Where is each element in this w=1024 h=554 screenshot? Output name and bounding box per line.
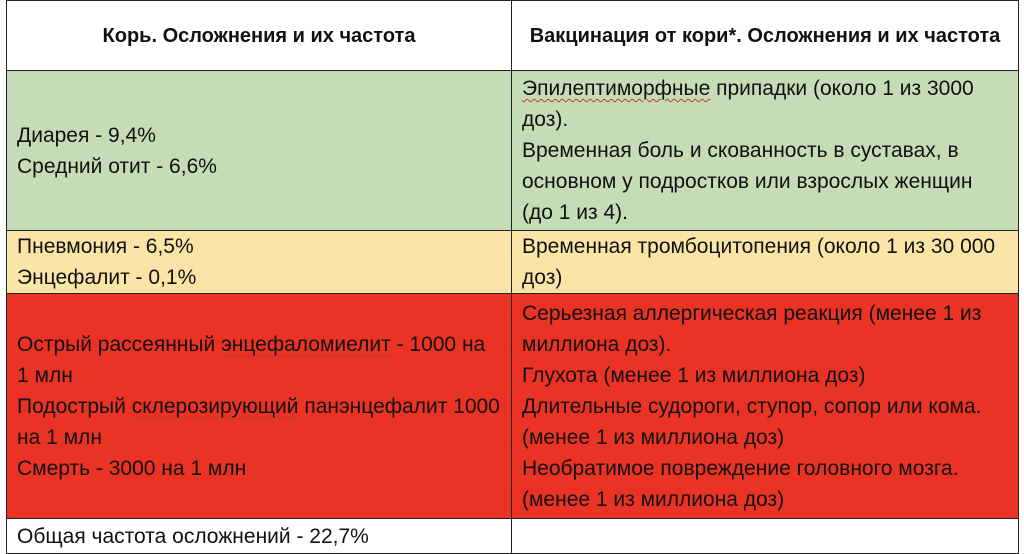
vaccine-cell-mild: Эпилептиморфные припадки (около 1 из 300… (511, 70, 1019, 231)
measles-item: Средний отит - 6,6% (17, 154, 217, 178)
measles-item-text: панэнцефалит 1000 на 1 млн (17, 394, 500, 449)
measles-item: Острый рассеянный энцефаломиелит - 1000 … (17, 329, 501, 391)
measles-item-text: - 1000 на 1 млн (17, 332, 486, 387)
table-row-total: Общая частота осложнений - 22,7% (6, 518, 1019, 554)
vaccine-item: Глухота (менее 1 из миллиона доз) (522, 363, 866, 387)
vaccine-item: Временная боль и скованность в суставах,… (522, 139, 973, 224)
measles-item-text: Подострый (17, 394, 132, 418)
vaccine-column-header: Вакцинация от кори*. Осложнения и их час… (511, 0, 1019, 71)
table-row-moderate: Пневмония - 6,5% Энцефалит - 0,1% Времен… (6, 230, 1019, 294)
misspelled-word: Эпилептиморфные (522, 77, 711, 100)
misspelled-word: энцефаломиелит (221, 332, 391, 356)
table-row-severe: Острый рассеянный энцефаломиелит - 1000 … (6, 293, 1019, 519)
vaccine-item-text: припадки (около 1 из 3000 доз). (522, 77, 974, 131)
measles-item: Диарея - 9,4% (17, 123, 156, 147)
measles-item: Энцефалит - 0,1% (17, 266, 197, 289)
measles-item: Пневмония - 6,5% (17, 235, 194, 258)
vaccine-item: Длительные судороги, ступор, сопор или к… (522, 394, 982, 449)
header-row: Корь. Осложнения и их частота Вакцинация… (6, 0, 1019, 71)
vaccine-item: Серьезная аллергическая реакция (менее 1… (522, 301, 982, 356)
measles-cell-mild: Диарея - 9,4% Средний отит - 6,6% (6, 70, 512, 231)
measles-cell-severe: Острый рассеянный энцефаломиелит - 1000 … (6, 293, 512, 519)
measles-item-text: Острый рассеянный (17, 332, 222, 356)
measles-item: Подострый склерозирующий панэнцефалит 10… (17, 391, 501, 453)
measles-item: Смерть - 3000 на 1 млн (17, 456, 247, 480)
vaccine-total-cell (511, 518, 1019, 554)
vaccine-item: Необратимое повреждение головного мозга.… (522, 456, 959, 511)
misspelled-word: склерозирующий (131, 394, 299, 418)
vaccine-item: Временная тромбоцитопения (около 1 из 30… (522, 235, 996, 289)
vaccine-cell-moderate: Временная тромбоцитопения (около 1 из 30… (511, 230, 1019, 294)
vaccine-item: Эпилептиморфные припадки (около 1 из 300… (522, 73, 1008, 135)
measles-cell-moderate: Пневмония - 6,5% Энцефалит - 0,1% (6, 230, 512, 294)
vaccine-cell-severe: Серьезная аллергическая реакция (менее 1… (511, 293, 1019, 519)
complications-table: Корь. Осложнения и их частота Вакцинация… (6, 0, 1019, 554)
measles-column-header: Корь. Осложнения и их частота (6, 0, 512, 71)
measles-total-cell: Общая частота осложнений - 22,7% (6, 518, 512, 554)
table-row-mild: Диарея - 9,4% Средний отит - 6,6% Эпилеп… (6, 70, 1019, 231)
